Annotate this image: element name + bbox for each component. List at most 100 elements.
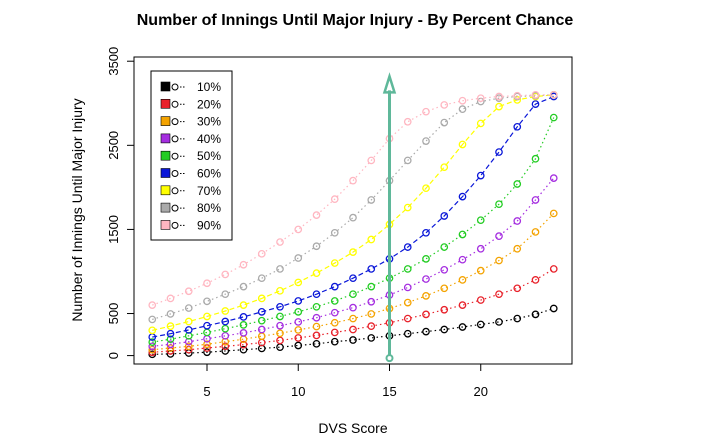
data-point [440,284,449,293]
data-point [422,275,430,283]
legend-swatch [160,133,171,144]
data-point [422,292,430,300]
legend-label: 60% [197,167,221,181]
data-point [221,290,230,299]
legend-label: 10% [197,80,221,94]
data-point [440,212,449,220]
data-point [367,196,376,204]
data-point [294,297,303,305]
data-point [495,102,503,111]
legend-swatch [160,220,171,230]
data-point [349,303,357,312]
data-point [513,91,522,100]
data-point [166,340,175,349]
data-point [403,203,412,212]
data-point [294,318,303,326]
data-point [440,305,449,314]
data-point [476,266,485,275]
data-point [531,196,540,204]
data-point [257,325,266,334]
data-point [403,329,412,338]
data-point [276,286,284,295]
data-point [422,228,430,237]
data-point [476,94,485,103]
legend-swatch [160,202,171,213]
data-point [403,298,412,307]
data-point [458,276,467,284]
legend-label: 40% [197,132,221,146]
series-line-40pct [152,177,555,347]
data-point [221,270,230,279]
data-point [531,228,540,236]
data-point [276,265,284,273]
data-point [203,312,211,321]
data-point [330,297,339,305]
data-point [476,320,485,329]
data-point [203,321,211,330]
data-point [221,317,230,326]
data-point [458,230,467,239]
data-point [513,244,522,253]
data-point [257,316,266,325]
data-point [312,331,321,340]
data-point [495,318,503,326]
data-point [349,274,357,283]
data-point [476,296,485,304]
data-point [166,322,175,331]
data-point [148,342,157,351]
series-layer [148,90,558,359]
data-point [239,345,248,354]
x-axis-label: DVS Score [318,420,387,436]
legend-swatch [160,116,171,126]
data-point [294,278,303,287]
data-point [294,334,303,342]
data-point [166,310,175,318]
data-point [513,217,522,225]
data-point [330,195,339,203]
data-point [312,242,321,251]
data-point [239,340,248,349]
y-tick-label: 1500 [106,215,121,244]
y-tick-label: 0 [106,352,121,359]
data-point [495,200,503,209]
data-point [312,313,321,322]
data-point [203,297,211,306]
data-point [239,260,248,269]
x-tick-label: 5 [203,384,210,399]
data-point [476,216,485,225]
data-point [367,310,376,318]
data-point [294,341,303,350]
data-point [495,256,503,265]
data-point [312,302,321,311]
data-point [276,238,284,246]
data-point [276,321,284,330]
data-point [294,308,303,316]
data-point [294,225,303,234]
data-point [257,249,266,258]
data-point [184,317,193,326]
data-point [531,276,540,284]
arrow-head-icon [382,72,397,94]
data-point [166,294,175,303]
data-point [203,340,211,349]
data-point [148,326,157,335]
data-point [166,335,175,344]
data-point [221,342,230,351]
data-point [403,283,412,292]
data-point [148,315,157,324]
data-point [257,308,266,316]
data-point [458,105,467,113]
data-point [276,336,284,345]
data-point [476,119,485,128]
data-point [276,312,284,321]
data-point [367,282,376,291]
data-point [531,310,540,319]
data-point [367,297,376,306]
chart-title: Number of Innings Until Major Injury - B… [137,12,574,29]
data-point [257,274,266,283]
data-point [221,307,230,315]
data-point [440,265,449,274]
data-point [349,290,357,299]
data-point [367,235,376,244]
series-line-70pct [152,94,554,331]
